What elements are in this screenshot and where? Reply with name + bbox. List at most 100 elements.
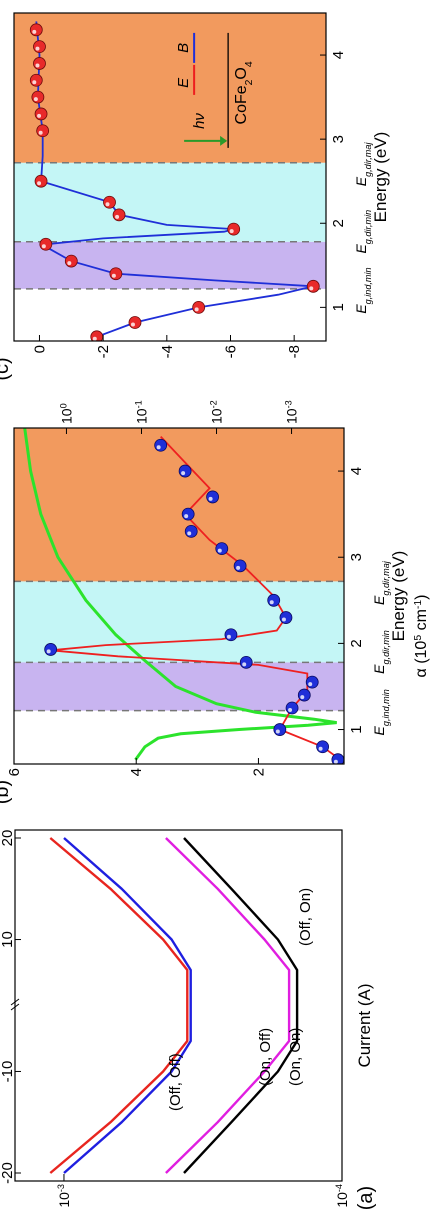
panel-a-label: (a)	[355, 1186, 377, 1210]
panel-c-plot-area	[14, 13, 326, 341]
panel-c-data-point-highlight	[37, 113, 42, 118]
panel-b-y-tick-label: 4	[128, 768, 145, 776]
panel-a-series-label: (Off, Off)	[167, 1053, 184, 1111]
panel-b-label: (b)	[0, 780, 13, 804]
panel-a-axis-break	[10, 1003, 20, 1011]
panel-c-data-point-highlight	[41, 244, 46, 249]
panel-c-data-point-highlight	[111, 273, 116, 278]
panel-b-band	[14, 581, 344, 663]
panel-a-plot-area	[49, 837, 299, 1174]
panel-c-x-tick-label: 1	[330, 303, 347, 311]
panel-c-data-point-highlight	[32, 80, 37, 85]
panel-c-inset-b-label: B	[175, 43, 192, 53]
panel-c-data-point	[112, 208, 126, 222]
panel-c-y-tick-label: -4	[159, 345, 176, 358]
panel-c-data-point-highlight	[309, 286, 314, 291]
panel-b-data-point-highlight	[156, 445, 161, 450]
panel-b-y2-tick-label: 10-3	[284, 400, 300, 424]
panel-a-curve-on_off	[63, 837, 192, 1174]
panel-c-inset-material: CoFe2O4	[233, 61, 255, 124]
panel-c-line	[35, 21, 314, 338]
panel-c-data-point-highlight	[194, 307, 199, 312]
panel-a-x-tick-label: -10	[0, 1061, 16, 1083]
panel-c-data-point	[34, 107, 48, 121]
panel-b-x-tick-label: 3	[348, 553, 365, 561]
panel-b-x-tick-label: 4	[348, 467, 365, 475]
panel-a-curve-off_off	[183, 837, 299, 1174]
panel-b-data-point-highlight	[184, 514, 189, 519]
panel-b-data-point	[224, 628, 238, 642]
panel-c-data-point	[128, 316, 142, 329]
panel-b-data-point	[154, 438, 168, 452]
panel-b-gap-label: Eg,dir,min	[371, 630, 391, 674]
panel-b-data-point	[316, 740, 330, 754]
panel-b-data-point-highlight	[300, 695, 305, 700]
panel-c-x-tick-label: 2	[330, 219, 347, 227]
panel-c-inset-photon-label: hν	[191, 113, 208, 129]
panel-b-data-point-highlight	[281, 617, 286, 622]
panel-c-x-tick-label: 4	[330, 51, 347, 59]
panel-c-data-point	[109, 267, 123, 281]
panel-a-y-tick-label: 10-4	[334, 1184, 350, 1208]
panel-b-data-point	[215, 542, 229, 556]
panel-c-gap-label: Eg,ind,min	[353, 267, 373, 313]
panel-c-x-label: Energy (eV)	[371, 132, 390, 223]
panel-b-data-point-highlight	[217, 548, 222, 553]
panel-c-data-point	[227, 222, 241, 236]
panel-b-data-point-highlight	[236, 565, 241, 570]
panel-c-data-point	[64, 254, 78, 268]
panel-b-data-point	[184, 524, 198, 538]
panel-c-data-point	[34, 174, 48, 188]
panel-c-x-tick-label: 3	[330, 135, 347, 143]
panel-b-data-point	[305, 675, 319, 689]
panel-b-y-tick-label: 2	[250, 768, 267, 776]
panel-b-x-tick-label: 1	[348, 725, 365, 733]
panel-b-gap-label: Eg,dir,maj	[371, 560, 391, 605]
panel-c-band	[14, 162, 326, 242]
panel-b-data-point	[181, 507, 195, 521]
panel-b-data-point-highlight	[242, 662, 247, 667]
panel-b-data-point	[239, 655, 253, 669]
panel-a-x-tick-label: 20	[0, 830, 16, 847]
panel-b-absorption-curve	[23, 428, 337, 761]
panel-b-data-point-highlight	[226, 634, 231, 639]
panel-c-data-point-highlight	[67, 261, 72, 266]
panel-a-axis-break	[10, 998, 20, 1006]
panel-b-y2-tick-label: 100	[58, 403, 74, 424]
panel-a-series-label: (Off, On)	[297, 888, 314, 946]
panel-b-y2-label: α (105 cm-1)	[413, 595, 431, 678]
panel-b-data-point	[285, 701, 299, 715]
panel-c-data-point	[192, 300, 206, 314]
panel-a-x-tick-label: 10	[0, 931, 16, 948]
panel-a-curve-on_on	[49, 837, 189, 1174]
panel-a-y-tick-label: 10-3	[56, 1184, 72, 1208]
panel-c-band	[14, 13, 326, 163]
panel-b-data-point	[233, 559, 247, 573]
panel-c-y-tick-label: -2	[95, 345, 112, 358]
panel-b-data-point-highlight	[275, 729, 280, 734]
panel-c-band	[14, 241, 326, 289]
panel-c-data-point-highlight	[38, 130, 43, 135]
panel-c-gap-label: Eg,dir,min	[353, 210, 373, 254]
panel-b-data-point-highlight	[208, 496, 213, 501]
panel-c-inset-photon-arrowhead	[220, 135, 228, 146]
panel-b-frame	[13, 427, 345, 765]
panel-c-data-point-highlight	[130, 322, 135, 327]
panel-c-data-point-highlight	[35, 46, 40, 51]
panel-b-data-point-highlight	[333, 759, 338, 764]
panel-a-y-label: Current (A)	[355, 983, 374, 1067]
panel-c-label: (c)	[0, 357, 13, 380]
panel-c-data-point	[36, 124, 50, 138]
panel-c-data-point-highlight	[92, 336, 97, 341]
panel-c-data-point-highlight	[115, 214, 120, 219]
panel-b-y2-tick-label: 10-2	[209, 400, 225, 424]
panel-b-data-point	[267, 593, 281, 607]
panel-c-gap-label: Eg,dir,maj	[353, 142, 373, 187]
panel-c-frame	[13, 12, 327, 342]
panel-c-data-point-highlight	[37, 181, 42, 186]
panel-c-data-point-highlight	[32, 29, 37, 34]
panel-c-y-tick-label: -8	[286, 345, 303, 358]
panel-b-y2-tick-label: 10-1	[133, 400, 149, 424]
